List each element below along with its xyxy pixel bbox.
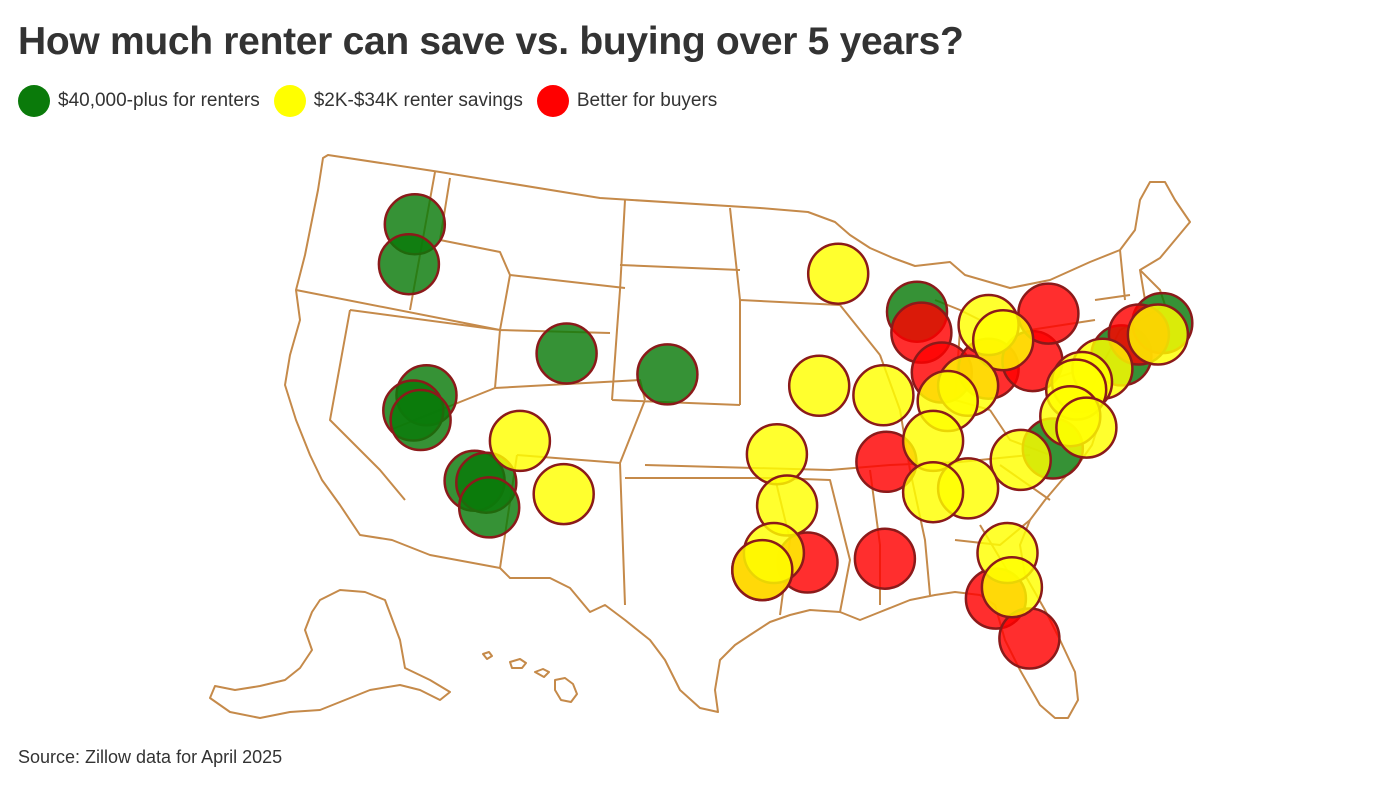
legend-swatch-red <box>536 85 569 117</box>
chart-title: How much renter can save vs. buying over… <box>18 20 964 63</box>
legend-item-yellow: $2K-$34K renter savings <box>273 85 523 117</box>
marker-yellow <box>787 354 851 418</box>
marker-green <box>389 388 452 452</box>
marker-yellow <box>901 460 965 524</box>
alaska <box>209 589 451 719</box>
legend-swatch-yellow <box>273 85 306 117</box>
legend: $40,000-plus for renters $2K-$34K renter… <box>18 85 731 117</box>
marker-green <box>535 322 598 385</box>
legend-item-red: Better for buyers <box>536 85 718 117</box>
marker-green <box>377 232 441 296</box>
marker-layer <box>377 193 1194 670</box>
hawaii <box>482 651 578 703</box>
source-note: Source: Zillow data for April 2025 <box>18 747 283 767</box>
marker-green <box>636 343 699 406</box>
legend-swatch-green <box>18 85 50 117</box>
marker-yellow <box>1126 303 1190 366</box>
marker-yellow <box>1055 396 1118 459</box>
legend-label-red: Better for buyers <box>576 90 718 111</box>
us-outline <box>284 154 1191 719</box>
marker-yellow <box>488 409 552 473</box>
marker-yellow <box>745 422 809 486</box>
marker-yellow <box>806 242 870 305</box>
marker-yellow <box>980 555 1044 619</box>
marker-yellow <box>731 538 794 602</box>
legend-label-green: $40,000-plus for renters <box>58 90 260 111</box>
marker-yellow <box>532 462 595 526</box>
marker-red <box>853 527 917 590</box>
marker-green <box>457 476 521 539</box>
legend-item-green: $40,000-plus for renters <box>18 85 260 117</box>
marker-yellow <box>989 428 1052 492</box>
legend-label-yellow: $2K-$34K renter savings <box>313 90 523 111</box>
marker-yellow <box>971 308 1035 372</box>
marker-yellow <box>852 364 915 427</box>
